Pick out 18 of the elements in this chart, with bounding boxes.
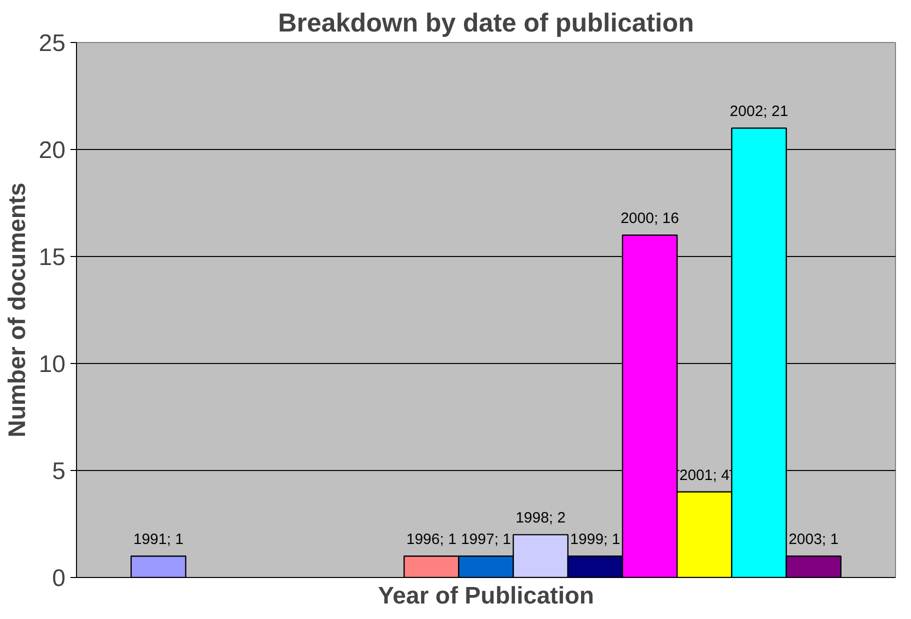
y-tick-label: 20 — [38, 137, 66, 164]
chart-title: Breakdown by date of publication — [278, 8, 694, 38]
y-tick-label: 15 — [38, 244, 66, 271]
y-tick-label: 5 — [52, 458, 66, 485]
data-label: 2001; 4 — [679, 466, 730, 484]
data-label: 2003; 1 — [788, 531, 839, 548]
data-label: 1991; 1 — [133, 531, 184, 548]
data-label: 1996; 1 — [406, 531, 456, 548]
x-axis-title: Year of Publication — [378, 582, 594, 610]
y-axis-title: Number of documents — [4, 182, 31, 438]
y-tick-label: 25 — [38, 30, 66, 57]
y-tick-label: 10 — [38, 351, 66, 378]
data-label: 2002; 21 — [730, 103, 788, 120]
data-label: 1997; 1 — [460, 531, 512, 548]
data-label: 2000; 16 — [620, 210, 679, 228]
data-label: 1998; 2 — [516, 510, 566, 527]
data-label: 1999; 1 — [570, 531, 620, 548]
y-tick-label: 0 — [52, 565, 66, 592]
